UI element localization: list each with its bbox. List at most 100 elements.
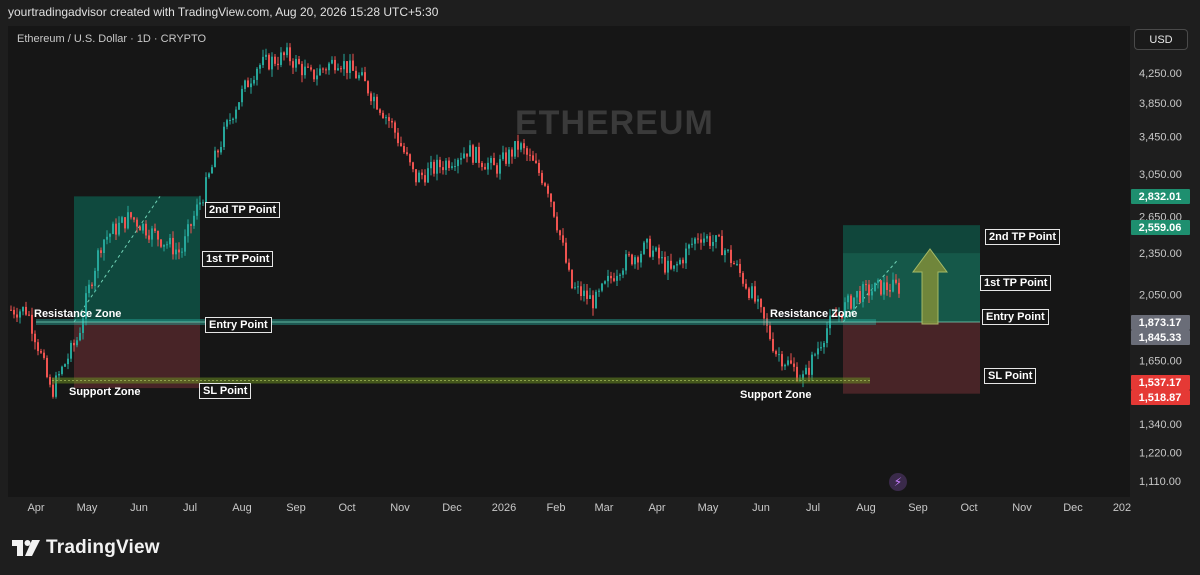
candle-body: [49, 377, 51, 385]
time-tick-label: Oct: [338, 502, 355, 514]
symbol-title: Ethereum / U.S. Dollar · 1D · CRYPTO: [17, 33, 207, 45]
candle-body: [850, 295, 852, 309]
candle-body: [379, 109, 381, 113]
sl-point-label-left: SL Point: [199, 383, 252, 399]
candle-body: [454, 166, 456, 168]
candle-body: [751, 286, 753, 299]
candle-body: [187, 224, 189, 237]
candle-body: [160, 239, 162, 247]
time-tick-label: Jul: [806, 502, 820, 514]
candle-body: [307, 66, 309, 68]
candle-body: [97, 250, 99, 271]
candle-body: [496, 165, 498, 174]
candle-body: [481, 162, 483, 167]
candle-body: [442, 167, 444, 171]
candle-body: [37, 342, 39, 352]
candle-body: [640, 253, 642, 263]
candle-body: [91, 284, 93, 286]
candle-body: [883, 282, 885, 295]
candle-body: [586, 290, 588, 299]
entry-point-label-left: Entry Point: [205, 317, 272, 333]
candle-body: [400, 143, 402, 147]
candle-body: [502, 152, 504, 160]
candle-body: [868, 284, 870, 296]
candle-body: [250, 83, 252, 88]
candle-body: [478, 146, 480, 163]
candle-body: [64, 364, 66, 367]
candle-body: [136, 219, 138, 227]
candle-body: [811, 354, 813, 375]
candle-body: [604, 281, 606, 284]
candle-body: [331, 59, 333, 64]
candle-body: [646, 238, 648, 243]
candle-body: [112, 223, 114, 234]
candle-body: [172, 237, 174, 255]
candle-body: [169, 237, 171, 245]
candle-body: [577, 286, 579, 288]
candle-body: [184, 236, 186, 252]
candle-body: [802, 374, 804, 380]
candle-body: [223, 126, 225, 148]
price-tick-label: 3,050.00: [1139, 169, 1182, 181]
loss-zone-left: [74, 322, 200, 389]
price-label-text: 2,832.01: [1139, 191, 1182, 203]
candle-body: [469, 145, 471, 157]
candle-body: [79, 332, 81, 341]
time-tick-label: Mar: [595, 502, 614, 514]
support-zone-label-right: Support Zone: [740, 389, 812, 401]
candle-body: [85, 293, 87, 319]
currency-button[interactable]: USD: [1134, 29, 1188, 50]
candle-body: [598, 290, 600, 292]
candle-body: [505, 152, 507, 164]
candle-body: [13, 309, 15, 315]
price-tick-label: 1,340.00: [1139, 419, 1182, 431]
candle-body: [439, 159, 441, 168]
support-zone-label-left: Support Zone: [69, 386, 141, 398]
candle-body: [739, 264, 741, 274]
candle-body: [601, 283, 603, 291]
candle-body: [433, 161, 435, 174]
candle-body: [73, 342, 75, 346]
candle-body: [733, 262, 735, 265]
candle-body: [235, 109, 237, 119]
candle-body: [82, 318, 84, 333]
candle-body: [298, 58, 300, 64]
candle-body: [409, 154, 411, 163]
candle-body: [385, 117, 387, 119]
candle-body: [358, 75, 360, 79]
candle-body: [52, 384, 54, 397]
candle-body: [745, 283, 747, 289]
time-tick-label: Dec: [1063, 502, 1083, 514]
candle-body: [703, 238, 705, 243]
candle-body: [667, 260, 669, 273]
candle-body: [658, 247, 660, 259]
candle-body: [757, 299, 759, 302]
candle-body: [70, 342, 72, 359]
candle-body: [559, 230, 561, 236]
price-tick-label: 4,250.00: [1139, 68, 1182, 80]
candle-body: [367, 81, 369, 94]
candle-body: [730, 249, 732, 263]
footer: [0, 522, 1200, 575]
tradingview-logo[interactable]: TradingView: [12, 537, 160, 559]
candle-body: [778, 354, 780, 356]
candle-body: [865, 284, 867, 286]
candle-body: [286, 47, 288, 56]
candle-body: [55, 375, 57, 397]
lightning-icon[interactable]: ⚡: [889, 473, 907, 491]
price-tick-label: 1,650.00: [1139, 356, 1182, 368]
candle-body: [421, 172, 423, 176]
candle-body: [817, 348, 819, 355]
candle-body: [313, 69, 315, 80]
profit-zone-left: [74, 196, 200, 323]
candle-body: [304, 66, 306, 76]
candle-body: [376, 96, 378, 110]
candle-body: [346, 61, 348, 73]
candle-body: [763, 307, 765, 319]
candle-body: [193, 215, 195, 226]
candle-body: [685, 248, 687, 264]
candle-body: [823, 343, 825, 348]
candle-body: [805, 367, 807, 375]
candle-body: [334, 59, 336, 71]
